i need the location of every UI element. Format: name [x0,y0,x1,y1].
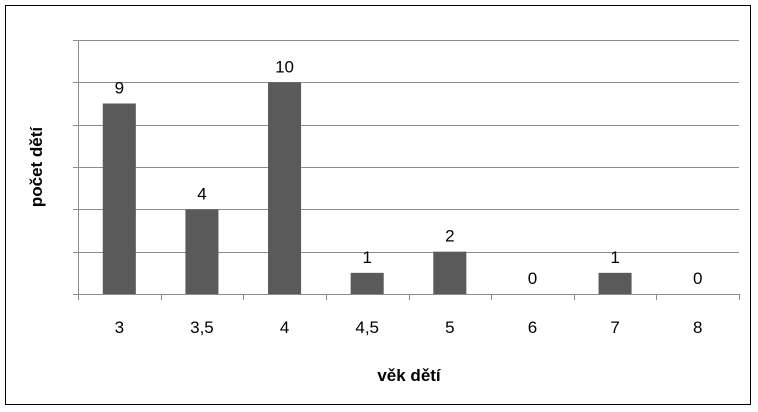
x-tick-label: 5 [445,318,454,337]
data-label: 0 [693,269,702,288]
bar [433,251,467,294]
y-axis-title: počet dětí [27,126,46,208]
x-axis-title: věk dětí [377,366,442,385]
bar [102,103,136,294]
data-label: 0 [528,269,537,288]
x-tick-labels: 3 3,5 4 4,5 5 6 7 8 [115,318,703,337]
x-tick-label: 4,5 [355,318,379,337]
bars [102,82,632,294]
x-tick-label: 3 [115,318,124,337]
data-label: 9 [115,79,124,98]
gridlines [78,40,739,253]
x-tick-label: 4 [280,318,289,337]
x-tick-label: 8 [693,318,702,337]
bar [598,272,632,294]
x-tick-label: 7 [610,318,619,337]
bar [185,209,219,294]
data-label: 10 [275,57,294,76]
x-tick-label: 6 [528,318,537,337]
bar [268,82,302,294]
axes [73,40,740,300]
data-label: 1 [362,248,371,267]
data-label: 1 [610,248,619,267]
bar [350,272,384,294]
data-label: 4 [197,184,206,203]
x-tick-label: 3,5 [190,318,214,337]
data-label: 2 [445,227,454,246]
